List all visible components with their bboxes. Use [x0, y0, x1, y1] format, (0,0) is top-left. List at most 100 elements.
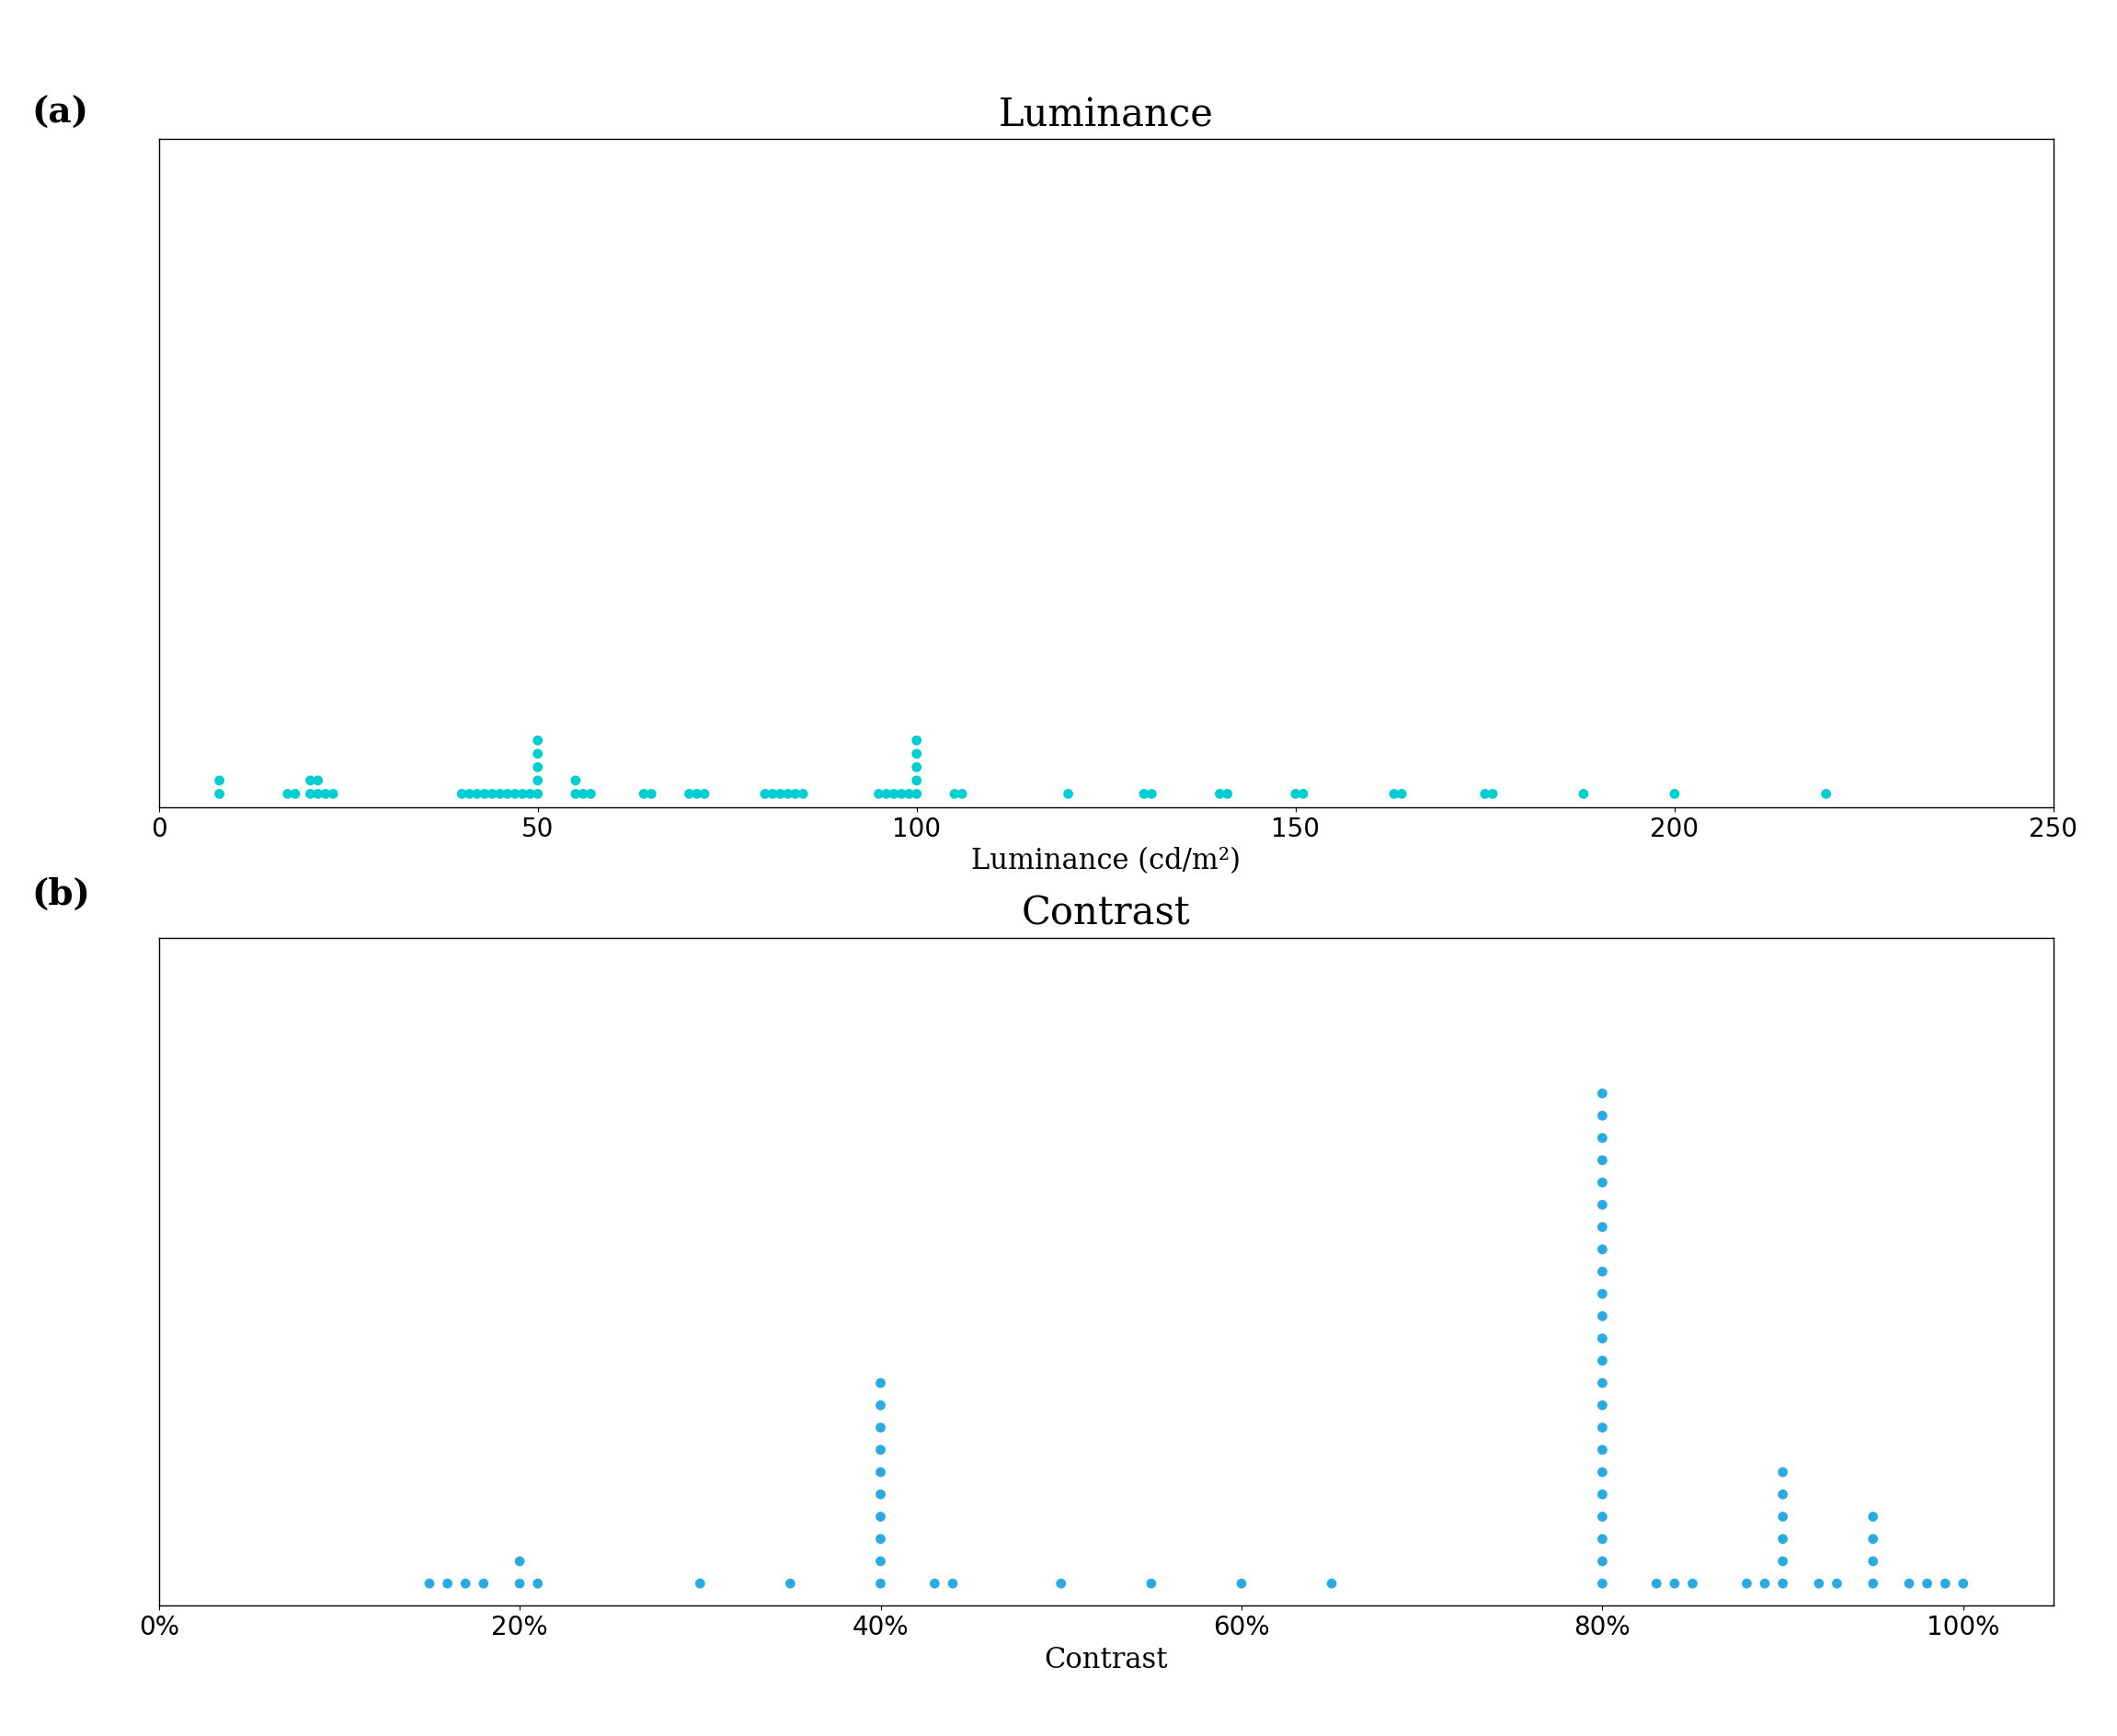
Point	[483, 779, 517, 807]
Point	[1567, 779, 1600, 807]
Point	[1586, 1347, 1620, 1375]
Point	[864, 1547, 898, 1575]
Point	[565, 779, 599, 807]
Point	[1766, 1526, 1799, 1552]
Point	[521, 767, 555, 795]
Point	[301, 779, 334, 807]
Point	[430, 1569, 464, 1597]
Point	[900, 726, 934, 753]
Point	[900, 767, 934, 795]
X-axis label: Contrast: Contrast	[1044, 1646, 1169, 1674]
Point	[1586, 1080, 1620, 1108]
Point	[779, 779, 813, 807]
Point	[773, 1569, 807, 1597]
Point	[1857, 1547, 1890, 1575]
Point	[1135, 779, 1169, 807]
Point	[466, 1569, 500, 1597]
Point	[502, 1547, 536, 1575]
Title: Luminance: Luminance	[999, 95, 1213, 134]
Point	[864, 1436, 898, 1463]
Point	[684, 1569, 718, 1597]
Point	[1766, 1503, 1799, 1531]
Point	[1586, 1569, 1620, 1597]
Point	[864, 1481, 898, 1509]
Point	[635, 779, 669, 807]
Point	[521, 726, 555, 753]
Point	[1586, 1236, 1620, 1264]
Point	[1586, 1392, 1620, 1420]
Point	[1857, 1503, 1890, 1531]
Point	[294, 779, 328, 807]
Point	[864, 1569, 898, 1597]
Point	[1224, 1569, 1257, 1597]
Point	[864, 1413, 898, 1441]
Point	[309, 779, 343, 807]
Point	[1658, 779, 1691, 807]
Point	[559, 767, 593, 795]
Point	[449, 1569, 483, 1597]
Point	[506, 779, 540, 807]
Point	[870, 779, 904, 807]
Point	[1857, 1526, 1890, 1552]
Point	[1586, 1436, 1620, 1463]
Point	[900, 740, 934, 767]
Point	[1586, 1370, 1620, 1397]
Point	[627, 779, 661, 807]
Point	[1658, 1569, 1691, 1597]
Point	[413, 1569, 447, 1597]
Point	[785, 779, 819, 807]
X-axis label: Luminance (cd/m²): Luminance (cd/m²)	[972, 847, 1241, 875]
Point	[521, 779, 555, 807]
Point	[1287, 779, 1321, 807]
Point	[1766, 1481, 1799, 1509]
Point	[1821, 1569, 1854, 1597]
Point	[771, 779, 804, 807]
Point	[864, 1370, 898, 1397]
Point	[459, 779, 493, 807]
Point	[919, 1569, 953, 1597]
Point	[900, 779, 934, 807]
Point	[1766, 1547, 1799, 1575]
Point	[502, 1569, 536, 1597]
Point	[301, 767, 334, 795]
Point	[521, 740, 555, 767]
Point	[294, 767, 328, 795]
Point	[491, 779, 525, 807]
Point	[1766, 1569, 1799, 1597]
Point	[453, 779, 487, 807]
Point	[1586, 1168, 1620, 1196]
Point	[1126, 779, 1160, 807]
Point	[1586, 1125, 1620, 1153]
Point	[1766, 1458, 1799, 1486]
Point	[764, 779, 798, 807]
Point	[938, 779, 972, 807]
Point	[1211, 779, 1245, 807]
Point	[1893, 1569, 1926, 1597]
Point	[944, 779, 978, 807]
Point	[1910, 1569, 1943, 1597]
Point	[1586, 1503, 1620, 1531]
Point	[1586, 1191, 1620, 1219]
Point	[862, 779, 895, 807]
Point	[559, 779, 593, 807]
Point	[1586, 1213, 1620, 1241]
Point	[864, 1526, 898, 1552]
Point	[1135, 1569, 1169, 1597]
Point	[277, 779, 311, 807]
Point	[521, 753, 555, 781]
Point	[468, 779, 502, 807]
Text: (b): (b)	[32, 877, 91, 911]
Point	[1639, 1569, 1672, 1597]
Point	[1469, 779, 1503, 807]
Point	[1044, 1569, 1078, 1597]
Point	[1315, 1569, 1349, 1597]
Point	[891, 779, 925, 807]
Point	[1202, 779, 1236, 807]
Point	[673, 779, 707, 807]
Point	[747, 779, 781, 807]
Point	[864, 1458, 898, 1486]
Point	[756, 779, 790, 807]
Point	[688, 779, 722, 807]
Point	[1586, 1302, 1620, 1330]
Point	[1586, 1413, 1620, 1441]
